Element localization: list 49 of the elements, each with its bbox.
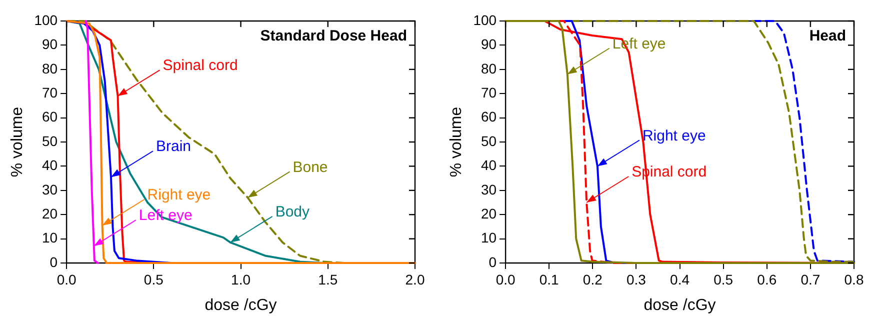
y-tick-label: 50 [480,132,497,149]
y-tick-label: 100 [473,12,497,28]
y-tick-label: 40 [42,157,58,174]
x-axis-title: dose /cGy [644,296,716,314]
y-tick-label: 60 [480,108,497,125]
x-tick-label: 0.2 [582,271,603,288]
y-tick-label: 100 [34,12,58,28]
y-tick-label: 90 [42,36,58,52]
y-tick-label: 70 [480,84,497,100]
x-tick-label: 0.5 [714,271,734,288]
y-axis-title: % volume [448,106,466,178]
y-tick-label: 70 [42,84,58,100]
y-axis-title: % volume [9,106,26,178]
x-tick-label: 0.7 [800,271,820,288]
annotation: Right eye [642,127,706,144]
y-tick-label: 80 [480,60,497,76]
annotation: Body [275,204,310,221]
y-tick-label: 90 [480,36,497,52]
x-tick-label: 1.0 [231,271,251,288]
x-tick-label: 0.8 [844,271,864,288]
annotation: Left eye [138,207,192,224]
x-axis-title: dose /cGy [204,296,277,314]
annotation: Right eye [147,186,211,204]
y-tick-label: 40 [480,157,497,174]
x-tick-label: 0.0 [56,271,76,288]
y-tick-label: 20 [42,205,58,222]
y-tick-label: 50 [42,132,58,149]
y-tick-label: 60 [42,108,58,125]
x-tick-label: 0.5 [144,271,164,288]
x-tick-label: 1.5 [318,271,338,288]
x-tick-label: 0.3 [626,271,646,288]
y-tick-label: 30 [42,181,58,198]
text: Head [809,28,846,45]
y-tick-label: 10 [42,230,58,246]
y-tick-label: 20 [480,205,497,222]
annotation: Spinal cord [162,57,238,74]
annotation: Bone [292,158,328,176]
y-tick-label: 80 [42,60,58,76]
text: Standard Dose Head [260,28,407,45]
x-tick-label: 2.0 [405,271,425,288]
y-tick-label: 10 [480,230,497,246]
x-tick-label: 0.6 [757,271,777,288]
y-tick-label: 0 [488,254,497,270]
x-tick-label: 0.1 [539,271,560,288]
annotation: Brain [156,138,192,156]
x-tick-label: 0.4 [670,271,690,288]
y-tick-label: 30 [480,181,497,198]
x-tick-label: 0.0 [496,271,516,288]
y-tick-label: 0 [50,254,58,270]
